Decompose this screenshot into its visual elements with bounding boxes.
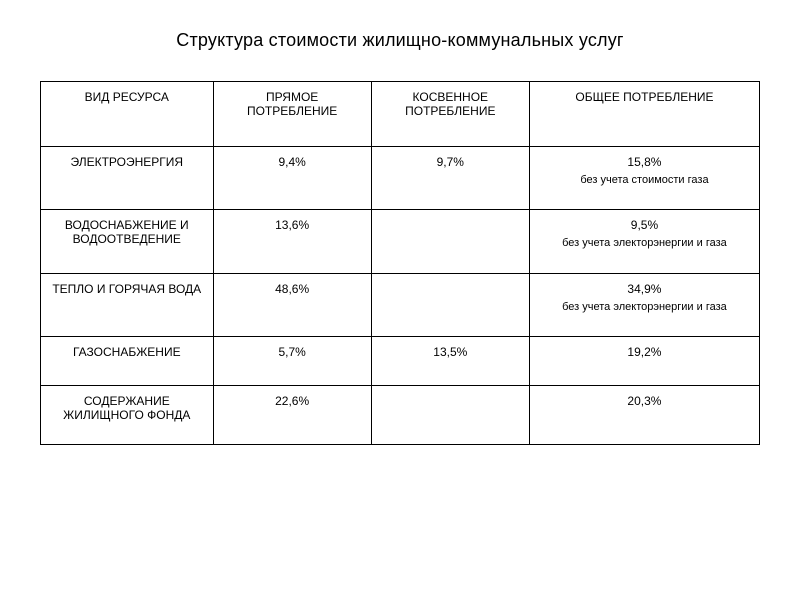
cell-direct: 9,4% [213,147,371,210]
cell-total: 9,5% без учета электорэнергии и газа [529,210,759,273]
table-row: ВОДОСНАБЖЕНИЕ И ВОДООТВЕДЕНИЕ 13,6% 9,5%… [41,210,760,273]
cell-indirect [371,385,529,444]
cell-indirect [371,210,529,273]
cell-total-value: 15,8% [536,155,753,169]
cell-total-value: 34,9% [536,282,753,296]
cell-resource: ГАЗОСНАБЖЕНИЕ [41,336,214,385]
cell-indirect: 13,5% [371,336,529,385]
col-header-indirect: КОСВЕННОЕ ПОТРЕБЛЕНИЕ [371,82,529,147]
cost-structure-table: ВИД РЕСУРСА ПРЯМОЕ ПОТРЕБЛЕНИЕ КОСВЕННОЕ… [40,81,760,445]
cell-resource: ВОДОСНАБЖЕНИЕ И ВОДООТВЕДЕНИЕ [41,210,214,273]
table-row: ТЕПЛО И ГОРЯЧАЯ ВОДА 48,6% 34,9% без уче… [41,273,760,336]
cell-total-note: без учета электорэнергии и газа [536,300,753,314]
cell-total: 34,9% без учета электорэнергии и газа [529,273,759,336]
page-title: Структура стоимости жилищно-коммунальных… [40,30,760,51]
cell-direct: 13,6% [213,210,371,273]
cell-resource: ЭЛЕКТРОЭНЕРГИЯ [41,147,214,210]
table-header-row: ВИД РЕСУРСА ПРЯМОЕ ПОТРЕБЛЕНИЕ КОСВЕННОЕ… [41,82,760,147]
cell-total: 20,3% [529,385,759,444]
document-page: Структура стоимости жилищно-коммунальных… [0,0,800,600]
cell-direct: 5,7% [213,336,371,385]
cell-total-value: 19,2% [536,345,753,359]
cell-total: 15,8% без учета стоимости газа [529,147,759,210]
cell-direct: 48,6% [213,273,371,336]
cell-direct: 22,6% [213,385,371,444]
cell-indirect [371,273,529,336]
cell-total-note: без учета электорэнергии и газа [536,236,753,250]
cell-total: 19,2% [529,336,759,385]
cell-total-note: без учета стоимости газа [536,173,753,187]
col-header-total: ОБЩЕЕ ПОТРЕБЛЕНИЕ [529,82,759,147]
col-header-resource: ВИД РЕСУРСА [41,82,214,147]
cell-total-value: 20,3% [536,394,753,408]
table-row: СОДЕРЖАНИЕ ЖИЛИЩНОГО ФОНДА 22,6% 20,3% [41,385,760,444]
cell-total-value: 9,5% [536,218,753,232]
col-header-direct: ПРЯМОЕ ПОТРЕБЛЕНИЕ [213,82,371,147]
table-row: ГАЗОСНАБЖЕНИЕ 5,7% 13,5% 19,2% [41,336,760,385]
cell-resource: ТЕПЛО И ГОРЯЧАЯ ВОДА [41,273,214,336]
cell-resource: СОДЕРЖАНИЕ ЖИЛИЩНОГО ФОНДА [41,385,214,444]
table-row: ЭЛЕКТРОЭНЕРГИЯ 9,4% 9,7% 15,8% без учета… [41,147,760,210]
cell-indirect: 9,7% [371,147,529,210]
